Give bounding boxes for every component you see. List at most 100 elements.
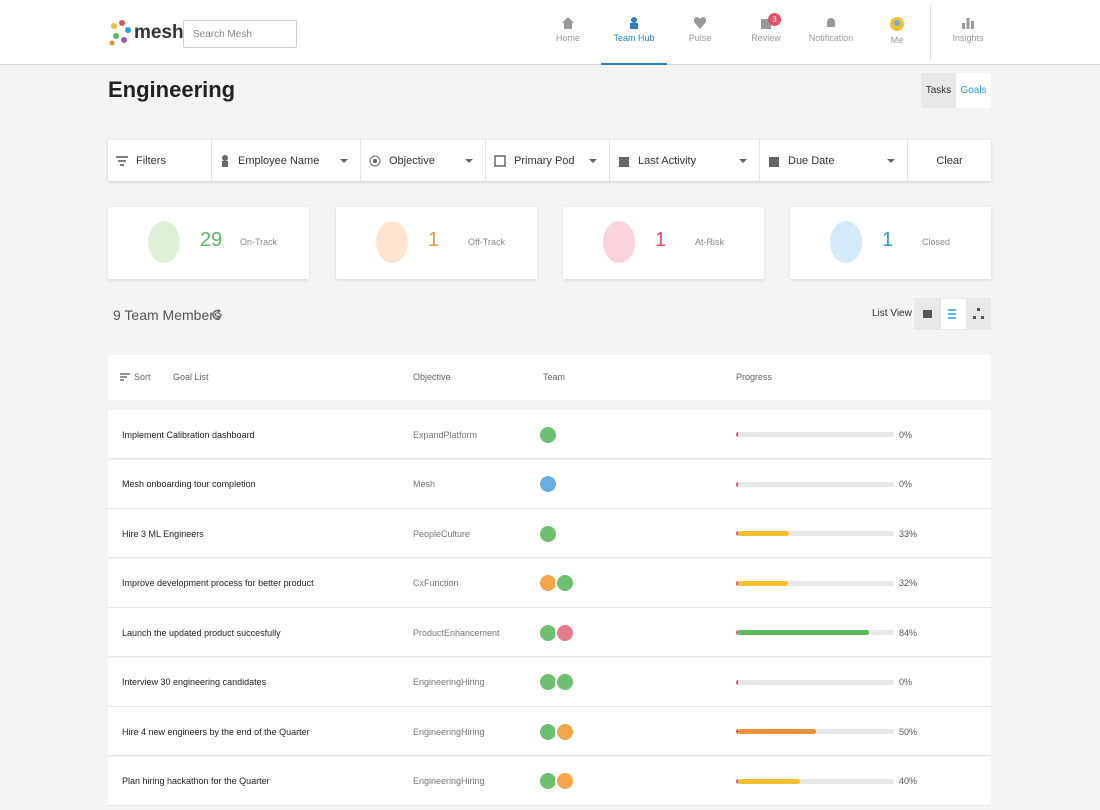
stat-card[interactable]: 1 Off-Track xyxy=(336,207,537,279)
nav-pulse[interactable]: Pulse xyxy=(667,0,733,65)
filter-dropdown[interactable]: Last Activity xyxy=(610,140,760,181)
review-badge: 3 xyxy=(768,13,781,26)
progress-fill xyxy=(738,630,870,635)
goal-row[interactable]: Improve development process for better p… xyxy=(108,558,991,608)
goal-name[interactable]: Hire 4 new engineers by the end of the Q… xyxy=(122,726,310,737)
goal-name[interactable]: Plan hiring hackathon for the Quarter xyxy=(122,776,270,786)
tab-goals[interactable]: Goals xyxy=(956,73,991,108)
progress-label: 0% xyxy=(899,479,913,489)
goal-row[interactable]: Implement Calibration dashboard ExpandPla… xyxy=(108,410,991,459)
sort-button[interactable]: Sort xyxy=(120,372,151,382)
avatar xyxy=(555,771,575,791)
search-input[interactable]: Search Mesh xyxy=(183,20,297,48)
column-header[interactable]: Goal List xyxy=(173,372,209,382)
clear-button[interactable]: Clear xyxy=(936,154,963,167)
goal-name[interactable]: Implement Calibration dashboard xyxy=(122,429,255,440)
nav-label: Insights xyxy=(952,33,984,43)
goal-row[interactable]: Launch the updated product succesfully Pr… xyxy=(108,608,991,657)
goal-row[interactable]: Hire 4 new engineers by the end of the Q… xyxy=(108,707,991,756)
objective: PeopleCulture xyxy=(413,528,471,539)
team xyxy=(538,707,575,756)
progress-fill xyxy=(738,580,788,586)
team xyxy=(538,757,575,806)
progress-track xyxy=(736,679,894,685)
progress: 33% xyxy=(736,509,917,558)
filter-dropdown[interactable]: Due Date xyxy=(760,140,908,181)
goal-name[interactable]: Interview 30 engineering candidates xyxy=(122,677,267,687)
goal-row[interactable]: Mesh onboarding tour completion Mesh 0% xyxy=(108,459,991,509)
nav-notification[interactable]: Notification xyxy=(798,0,864,65)
logo-text[interactable]: mesh xyxy=(134,22,184,43)
avatar xyxy=(555,573,575,593)
progress-label: 40% xyxy=(899,776,918,786)
nav-label: Team Hub xyxy=(613,33,655,43)
progress: 84% xyxy=(736,608,917,657)
nav-home[interactable]: Home xyxy=(535,0,601,65)
goal-row[interactable]: Interview 30 engineering candidates Engin… xyxy=(108,657,991,707)
progress-label: 0% xyxy=(899,429,913,440)
stat-card[interactable]: 29 On-Track xyxy=(108,207,309,279)
nav-team-hub[interactable]: Team Hub xyxy=(601,0,667,65)
filter-label: Objective xyxy=(389,154,435,167)
goal-name[interactable]: Hire 3 ML Engineers xyxy=(122,528,204,539)
table-header: Sort Goal List Objective Team Progress xyxy=(108,355,991,400)
progress-track xyxy=(736,630,894,635)
objective: Mesh xyxy=(413,479,436,489)
stat-icon xyxy=(148,221,180,263)
team xyxy=(538,658,575,707)
progress: 32% xyxy=(736,559,917,608)
nav-label: Me xyxy=(890,35,904,45)
team xyxy=(538,410,558,459)
goal-name[interactable]: Mesh onboarding tour completion xyxy=(122,479,256,489)
filter-bar: Filters Employee Name Objective Primary … xyxy=(108,140,991,181)
stat-card[interactable]: 1 At-Risk xyxy=(563,207,764,279)
progress-track xyxy=(736,481,894,487)
filter-label: Primary Pod xyxy=(514,154,575,167)
nav-label: Review xyxy=(751,33,781,43)
filter-toggle[interactable]: Filters xyxy=(108,140,212,181)
goal-row[interactable]: Plan hiring hackathon for the Quarter Eng… xyxy=(108,756,991,806)
logo-icon xyxy=(109,20,131,46)
objective: EngineeringHiring xyxy=(413,726,485,737)
team xyxy=(538,559,575,608)
nav-review[interactable]: Review xyxy=(733,0,799,65)
nav-insights[interactable]: Insights xyxy=(935,0,1001,65)
filter-label: Filters xyxy=(136,154,166,167)
objective: CxFunction xyxy=(413,578,459,588)
progress-track xyxy=(736,729,894,734)
nav-me[interactable]: Me xyxy=(864,0,930,65)
view-icons xyxy=(923,308,984,319)
stat-label: At-Risk xyxy=(695,237,724,247)
progress-track xyxy=(736,432,894,437)
stat-count: 1 xyxy=(882,229,894,251)
stat-count: 1 xyxy=(428,229,440,251)
refresh-icon[interactable] xyxy=(212,309,223,320)
goal-name[interactable]: Launch the updated product succesfully xyxy=(122,627,281,638)
stat-count: 1 xyxy=(655,229,667,251)
team xyxy=(538,460,558,509)
team xyxy=(538,509,558,558)
column-header[interactable]: Progress xyxy=(736,372,773,382)
stat-icon xyxy=(830,221,862,263)
stat-card[interactable]: 1 Closed xyxy=(790,207,991,279)
stat-label: On-Track xyxy=(240,237,278,247)
members-title: 9 Team Members xyxy=(113,307,221,323)
progress-label: 50% xyxy=(899,726,918,737)
progress: 50% xyxy=(736,707,917,756)
progress-track xyxy=(736,531,894,536)
column-header[interactable]: Objective xyxy=(413,372,451,382)
goal-name[interactable]: Improve development process for better p… xyxy=(122,578,314,588)
filter-dropdown[interactable]: Primary Pod xyxy=(486,140,610,181)
nav-label: Notification xyxy=(808,33,854,43)
avatar xyxy=(555,672,575,692)
tab-tasks[interactable]: Tasks xyxy=(921,73,956,108)
goal-row[interactable]: Hire 3 ML Engineers PeopleCulture 33% xyxy=(108,509,991,558)
progress-track xyxy=(736,580,894,586)
filter-label: Due Date xyxy=(788,154,835,167)
separator xyxy=(930,5,931,60)
progress-label: 0% xyxy=(899,677,913,687)
filter-dropdown[interactable]: Employee Name xyxy=(212,140,361,181)
filter-dropdown[interactable]: Objective xyxy=(361,140,486,181)
column-header[interactable]: Team xyxy=(543,372,566,382)
progress: 40% xyxy=(736,757,917,806)
